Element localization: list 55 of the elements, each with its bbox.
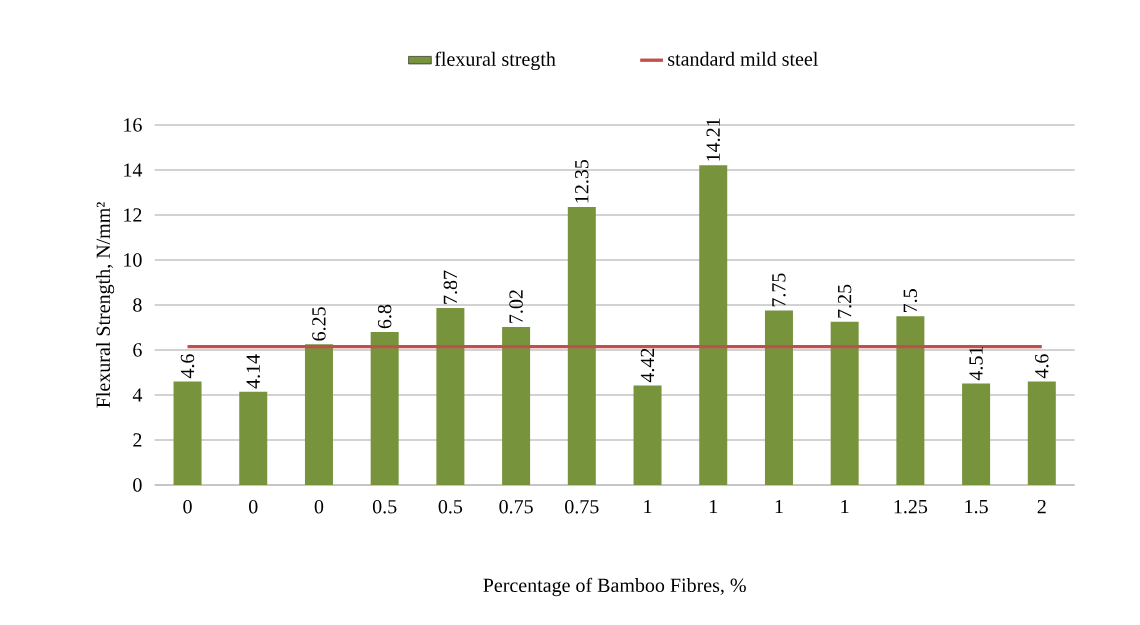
x-tick-label: 0.75: [499, 499, 533, 514]
bar: [304, 344, 333, 485]
data-label: 4.6: [1035, 354, 1049, 379]
data-label: 7.25: [837, 284, 852, 318]
y-tick-label: 10: [124, 253, 142, 267]
x-tick-label: 0: [183, 499, 192, 514]
x-tick-label: 1: [644, 499, 652, 514]
bar: [502, 327, 531, 485]
bar: [436, 307, 465, 485]
y-tick-label: 6: [133, 343, 142, 357]
bar: [962, 383, 991, 485]
data-label: 7.5: [903, 289, 918, 312]
x-tick-label: 2: [1037, 499, 1046, 514]
x-tick-label: 0.5: [438, 499, 463, 514]
data-label: 12.35: [575, 159, 589, 203]
x-tick-label: 1.5: [965, 499, 988, 514]
bar: [633, 385, 662, 485]
x-tick-label: 1: [710, 499, 718, 514]
data-label: 6.25: [312, 307, 326, 341]
x-tick-label: 1: [775, 499, 783, 514]
data-label: 4.14: [246, 354, 260, 389]
bar: [239, 391, 268, 485]
bar: [567, 207, 596, 485]
bar: [173, 381, 202, 485]
bar: [896, 316, 925, 485]
data-label: 7.02: [509, 290, 523, 323]
y-tick-label: 14: [124, 163, 143, 177]
data-label: 4.6: [180, 354, 195, 379]
data-label: 14.21: [706, 118, 721, 161]
y-tick-label: 0: [133, 478, 142, 492]
bar: [699, 165, 728, 485]
x-tick-label: 0: [314, 499, 324, 514]
y-tick-label: 8: [133, 298, 142, 312]
data-label: 6.8: [377, 304, 392, 329]
data-label: 4.51: [969, 346, 983, 381]
y-tick-label: 4: [132, 388, 143, 402]
bar: [370, 331, 399, 485]
data-label: 4.42: [640, 348, 655, 383]
y-axis-title: Flexural Strength, N/mm²: [95, 202, 115, 408]
x-tick-label: 1.25: [894, 499, 928, 514]
y-tick-label: 16: [124, 118, 142, 132]
legend-label: flexural stregth: [434, 51, 556, 71]
data-label: 7.75: [772, 273, 786, 307]
bar: [1027, 381, 1056, 485]
y-tick-label: 2: [133, 433, 142, 447]
legend-label: standard mild steel: [668, 51, 818, 66]
data-label: 7.87: [443, 270, 458, 304]
bar: [830, 321, 859, 485]
x-axis-title: Percentage of Bamboo Fibres, %: [483, 577, 746, 597]
x-tick-label: 1: [841, 499, 849, 514]
x-tick-label: 0.75: [565, 499, 599, 514]
x-tick-label: 0: [249, 499, 258, 514]
x-tick-label: 0.5: [372, 499, 397, 514]
bar: [764, 310, 793, 485]
y-tick-label: 12: [124, 208, 142, 222]
